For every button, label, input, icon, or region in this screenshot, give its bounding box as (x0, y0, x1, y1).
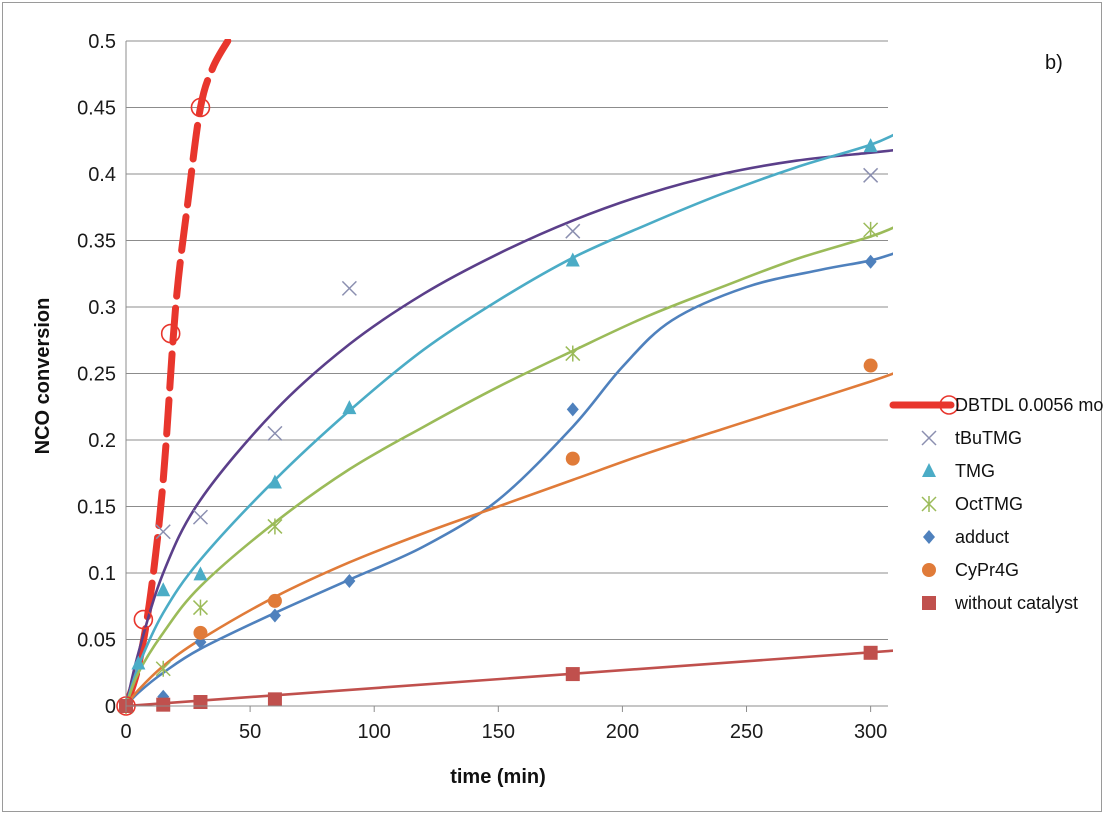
data-point-s5-2 (267, 593, 282, 608)
legend-item-3: OctTMG (921, 494, 1023, 514)
data-point-s2-2 (156, 582, 171, 597)
axis-layer: 0 0.05 0.1 0.15 0.2 0.25 0.3 0.35 0.4 0.45 0.5 0 50 1… (77, 31, 888, 743)
data-point-s6-2 (193, 695, 208, 710)
fit-lines-layer (126, 39, 893, 708)
legend-label: tBuTMG (955, 428, 1022, 448)
series-line-4 (126, 252, 893, 707)
legend-marker (923, 530, 935, 544)
legend-marker (921, 496, 937, 512)
x-tick-label: 250 (730, 721, 763, 743)
legend-item-0: DBTDL 0.0056 mol% (889, 395, 1103, 415)
y-tick-label: 0.45 (77, 98, 116, 120)
data-point-s1-1 (155, 524, 171, 540)
data-point-s0-1 (133, 609, 154, 630)
y-axis-title: NCO conversion (32, 298, 54, 455)
data-point-s1-3 (267, 425, 283, 441)
legend-marker (922, 596, 936, 610)
y-tick-label: 0.2 (88, 430, 116, 452)
legend-marker (922, 563, 936, 577)
data-point-s6-4 (565, 667, 580, 682)
series-line-3 (126, 226, 893, 707)
data-point-s4-4 (343, 573, 356, 588)
legend: DBTDL 0.0056 mol% tBuTMG TMG OctTMG adduct Cy… (889, 395, 1103, 613)
chart-svg: 0 0.05 0.1 0.15 0.2 0.25 0.3 0.35 0.4 0.45 0.5 0 50 1… (32, 31, 1103, 788)
data-point-s5-1 (193, 625, 208, 640)
data-point-s3-5 (863, 221, 879, 238)
data-point-s2-6 (565, 252, 580, 267)
panel-label: b) (1045, 52, 1063, 74)
legend-label: TMG (955, 461, 995, 481)
legend-item-1: tBuTMG (921, 428, 1022, 448)
data-point-s1-6 (863, 167, 879, 183)
data-point-s4-3 (268, 608, 281, 623)
data-point-s2-3 (193, 566, 208, 581)
legend-item-4: adduct (923, 527, 1009, 547)
legend-item-5: CyPr4G (922, 560, 1019, 580)
grid-layer (126, 40, 888, 640)
legend-item-2: TMG (922, 461, 995, 481)
legend-label: CyPr4G (955, 560, 1019, 580)
x-tick-label: 200 (606, 721, 639, 743)
series-line-5 (126, 372, 893, 707)
x-tick-label: 100 (358, 721, 391, 743)
data-point-s2-7 (863, 138, 878, 153)
legend-label: adduct (955, 527, 1009, 547)
x-tick-label: 150 (482, 721, 515, 743)
legend-item-6: without catalyst (922, 593, 1078, 613)
data-point-s5-3 (565, 451, 580, 466)
y-tick-label: 0.05 (77, 630, 116, 652)
legend-marker (922, 463, 936, 477)
y-tick-label: 0.25 (77, 364, 116, 386)
data-point-s3-1 (155, 660, 171, 677)
y-tick-label: 0.1 (88, 563, 116, 585)
x-tick-label: 50 (239, 721, 261, 743)
data-point-s2-5 (342, 400, 357, 415)
data-point-s3-4 (565, 345, 581, 362)
series-line-1 (126, 149, 893, 707)
x-tick-label: 0 (120, 721, 131, 743)
legend-label: OctTMG (955, 494, 1023, 514)
data-point-s1-4 (341, 280, 357, 296)
data-point-s1-2 (192, 509, 208, 525)
y-tick-label: 0.5 (88, 31, 116, 53)
data-point-s0-3 (190, 97, 211, 118)
x-axis-title: time (min) (450, 766, 546, 788)
data-point-s5-4 (863, 358, 878, 373)
data-point-s6-3 (267, 692, 282, 707)
y-tick-label: 0.4 (88, 164, 116, 186)
data-point-s6-1 (156, 697, 171, 712)
data-point-s2-4 (267, 474, 282, 489)
series-line-2 (126, 133, 893, 707)
data-point-s4-5 (566, 402, 579, 417)
series-line-6 (126, 649, 893, 708)
data-point-s2-1 (131, 655, 146, 670)
data-point-s4-6 (864, 254, 877, 269)
y-tick-label: 0.15 (77, 497, 116, 519)
data-point-s3-2 (192, 599, 208, 616)
legend-marker (939, 395, 959, 415)
data-point-s3-3 (267, 518, 283, 535)
data-point-s1-5 (565, 223, 581, 239)
y-tick-label: 0.35 (77, 231, 116, 253)
legend-label: without catalyst (954, 593, 1078, 613)
y-tick-label: 0.3 (88, 297, 116, 319)
x-tick-label: 300 (854, 721, 887, 743)
legend-label: DBTDL 0.0056 mol% (955, 395, 1103, 415)
legend-marker (921, 430, 937, 446)
data-point-s6-5 (863, 645, 878, 660)
y-tick-label: 0 (105, 696, 116, 718)
data-point-s0-2 (160, 323, 181, 344)
